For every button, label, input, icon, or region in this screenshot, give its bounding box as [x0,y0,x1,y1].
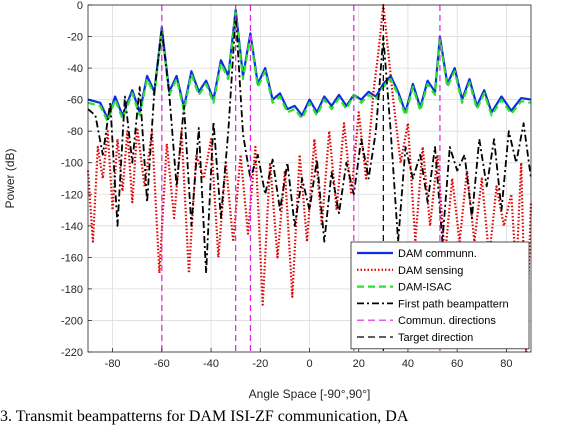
y-tick-label: -200 [61,315,83,327]
x-tick-label: 60 [451,358,463,370]
y-tick-label: -160 [61,252,83,264]
x-tick-label: -40 [203,358,219,370]
legend-box [350,241,530,350]
y-axis-ticks: 0 -20 -40 -60 -80 -100 -120 -140 -160 -180 -200 -22… [61,0,92,359]
y-tick-label: -60 [67,95,83,107]
beampattern-chart: -80 -60 -40 -20 0 20 40 60 80 0-20-40-60-80-100-… [3,0,533,401]
legend-label: DAM communn. [398,248,477,260]
reference-lines-layer [161,5,441,352]
y-tick-label: -100 [61,158,83,170]
y-tick-label: -140 [61,221,83,233]
x-tick-label: -60 [154,358,170,370]
x-tick-label: -80 [105,358,121,370]
y-tick-label: -120 [61,189,83,201]
x-tick-label: 40 [402,358,414,370]
legend: DAM communn. DAM sensing DAM-ISAC First pat… [350,241,530,350]
y-tick-label: -20 [67,32,83,44]
y-tick-label: -220 [61,347,83,359]
x-tick-label: 20 [353,358,365,370]
y-tick-label: -180 [61,284,83,296]
y-tick-label: -80 [67,126,83,138]
x-tick-label: 0 [306,358,312,370]
x-tick-label: 80 [500,358,512,370]
legend-label: DAM sensing [398,265,463,277]
legend-label: DAM-ISAC [398,282,452,294]
y-tick-label: -40 [67,63,83,75]
legend-label: Target direction [398,332,473,344]
x-tick-label: -20 [252,358,268,370]
x-axis-label: Angle Space [-90°,90°] [249,387,371,401]
y-tick-label: 0 [77,0,83,12]
y-axis-label: Power (dB) [3,148,17,208]
legend-label: Commun. directions [398,315,496,327]
legend-label: First path beampattern [398,298,509,310]
x-axis-ticks: -80 -60 -40 -20 0 20 40 60 80 [105,348,513,370]
figure-caption: 3. Transmit beampatterns for DAM ISI-ZF … [0,408,409,425]
